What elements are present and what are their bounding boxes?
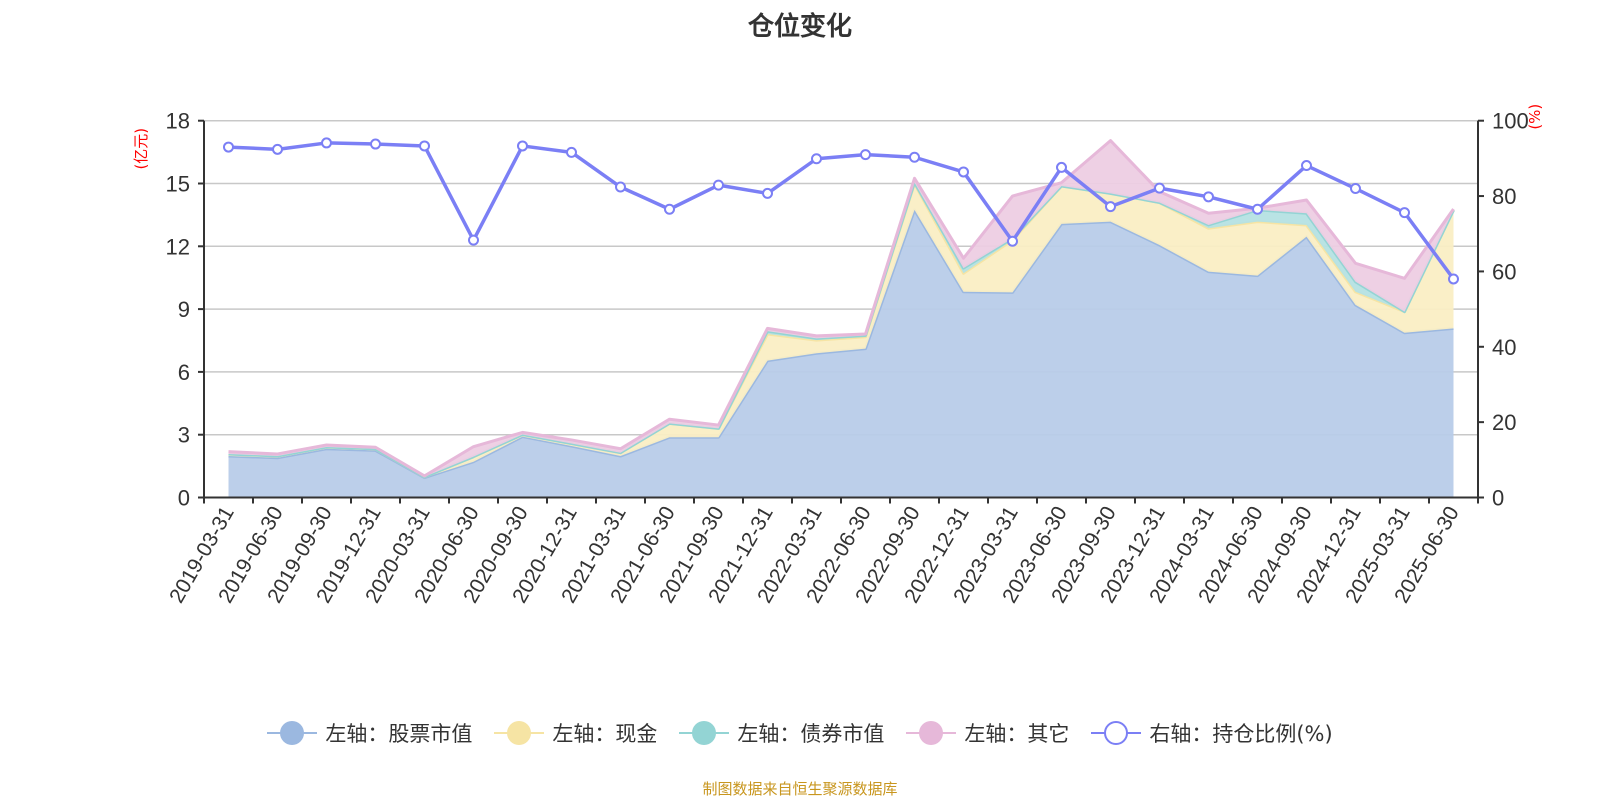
y-right-tick-label: 60 bbox=[1492, 259, 1516, 284]
ratio-point bbox=[1154, 182, 1165, 194]
y-left-axis-title: (亿元) bbox=[132, 128, 150, 170]
area-左轴：股票市值 bbox=[228, 209, 1454, 498]
y-left-tick-label: 9 bbox=[178, 297, 190, 322]
ratio-point bbox=[762, 187, 773, 199]
y-right-tick-label: 20 bbox=[1492, 410, 1516, 435]
legend-marker-icon bbox=[267, 718, 318, 748]
ratio-point bbox=[566, 146, 577, 158]
ratio-point bbox=[909, 151, 920, 163]
legend-label: 左轴：债券市值 bbox=[737, 722, 885, 746]
ratio-line bbox=[228, 141, 1455, 280]
ratio-point bbox=[419, 140, 430, 152]
y-left-tick-label: 0 bbox=[178, 486, 190, 511]
y-right-tick-label: 80 bbox=[1492, 184, 1516, 209]
ratio-point bbox=[713, 179, 724, 191]
ratio-point bbox=[1350, 183, 1361, 195]
legend-label: 左轴：其它 bbox=[964, 722, 1070, 746]
legend-label: 左轴：股票市值 bbox=[325, 722, 473, 746]
ratio-point bbox=[958, 166, 969, 178]
ratio-point bbox=[615, 181, 626, 193]
ratio-point bbox=[370, 138, 381, 150]
ratio-point bbox=[321, 137, 332, 149]
y-left-tick-label: 15 bbox=[166, 172, 190, 197]
y-right-tick-label: 0 bbox=[1492, 486, 1504, 511]
ratio-point bbox=[860, 149, 871, 161]
y-right-tick-label: 100 bbox=[1492, 109, 1529, 134]
y-right-axis-title: (%) bbox=[1526, 104, 1544, 130]
legend-item[interactable]: 左轴：股票市值 bbox=[267, 718, 472, 748]
legend-marker-icon bbox=[679, 718, 730, 748]
chart-title: 仓位变化 bbox=[747, 12, 852, 42]
y-left-tick-label: 3 bbox=[178, 423, 190, 448]
legend-label: 左轴：现金 bbox=[552, 722, 658, 746]
ratio-point bbox=[1203, 191, 1214, 203]
legend-marker-icon bbox=[1091, 718, 1142, 748]
ratio-point bbox=[517, 140, 528, 152]
legend-item[interactable]: 左轴：债券市值 bbox=[679, 718, 884, 748]
y-left-tick-label: 12 bbox=[166, 234, 190, 259]
ratio-point bbox=[1105, 201, 1116, 213]
ratio-point bbox=[223, 141, 234, 153]
ratio-point bbox=[1252, 203, 1263, 215]
y-left-tick-label: 6 bbox=[178, 360, 190, 385]
ratio-point bbox=[1399, 207, 1410, 219]
ratio-point bbox=[664, 203, 675, 215]
legend-item[interactable]: 左轴：其它 bbox=[906, 718, 1069, 748]
ratio-point bbox=[1007, 235, 1018, 247]
y-right-tick-label: 40 bbox=[1492, 335, 1516, 360]
legend-item[interactable]: 右轴：持仓比例(%) bbox=[1091, 718, 1333, 748]
area-line-左轴：其它 bbox=[228, 139, 1455, 478]
y-left-tick-label: 18 bbox=[166, 109, 190, 134]
ratio-point bbox=[1056, 161, 1067, 173]
legend-label: 右轴：持仓比例(%) bbox=[1149, 722, 1333, 746]
legend: 左轴：股票市值 左轴：现金 左轴：债券市值 左轴：其它 右轴：持仓比例(%) bbox=[0, 718, 1600, 748]
source-note: 制图数据来自恒生聚源数据库 bbox=[702, 780, 898, 798]
ratio-point bbox=[1301, 160, 1312, 172]
ratio-point bbox=[1448, 273, 1459, 285]
legend-item[interactable]: 左轴：现金 bbox=[494, 718, 657, 748]
ratio-point bbox=[468, 234, 479, 246]
legend-marker-icon bbox=[906, 718, 957, 748]
ratio-point bbox=[272, 143, 283, 155]
ratio-point bbox=[811, 153, 822, 165]
legend-marker-icon bbox=[494, 718, 545, 748]
